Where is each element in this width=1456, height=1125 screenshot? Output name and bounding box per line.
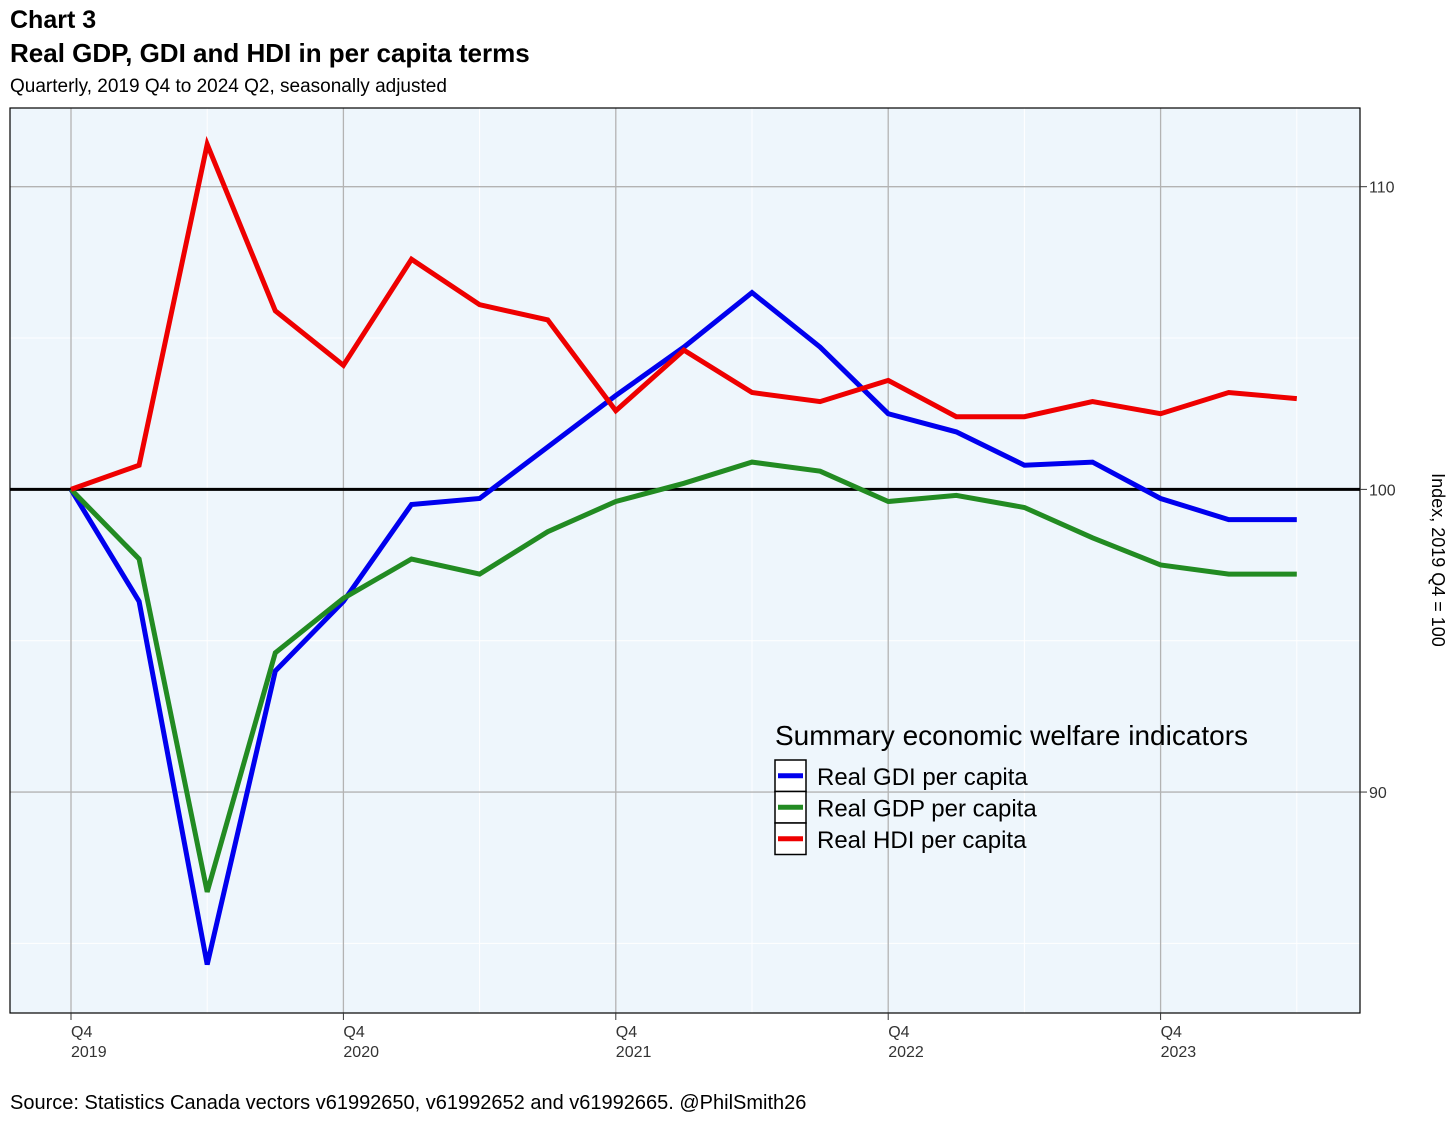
x-tick-label-quarter: Q4: [1161, 1024, 1182, 1041]
chart-number: Chart 3: [10, 6, 97, 34]
x-tick-label-quarter: Q4: [888, 1024, 909, 1041]
plot-border: [9, 107, 1361, 1014]
series-line: [68, 289, 1297, 966]
y-tick-label: 100: [1369, 482, 1396, 499]
x-tick-label-year: 2022: [888, 1044, 924, 1061]
legend-label: Real GDI per capita: [817, 764, 1028, 791]
series-real-gdp-per-capita: [69, 459, 1297, 893]
minor-gridlines: [10, 108, 1360, 1013]
x-tick-label-quarter: Q4: [343, 1024, 364, 1041]
x-tick-label-year: 2019: [71, 1044, 107, 1061]
legend-title: Summary economic welfare indicators: [775, 720, 1248, 751]
x-tick-label-year: 2021: [616, 1044, 652, 1061]
series-real-hdi-per-capita: [70, 135, 1298, 492]
x-axis-ticks: Q4 2019 Q4 2020 Q4 2021 Q4 2022 Q4 2023: [70, 1013, 1197, 1061]
legend: Summary economic welfare indicators Real…: [774, 720, 1248, 856]
y-axis-ticks: 90 100 110: [1360, 180, 1396, 802]
y-tick-label: 90: [1369, 785, 1387, 802]
chart-title: Real GDP, GDI and HDI in per capita term…: [10, 38, 530, 68]
y-tick-label: 110: [1369, 180, 1395, 197]
x-tick-label-quarter: Q4: [616, 1024, 637, 1041]
source-note: Source: Statistics Canada vectors v61992…: [10, 1092, 807, 1114]
legend-label: Real HDI per capita: [817, 827, 1027, 854]
x-tick-label-year: 2023: [1161, 1044, 1197, 1061]
y-axis-label: Index, 2019 Q4 = 100: [1428, 473, 1448, 647]
plot-panel: [10, 108, 1360, 1013]
x-tick-label-year: 2020: [343, 1044, 379, 1061]
series-real-gdi-per-capita: [68, 289, 1297, 966]
series-lines: [68, 135, 1298, 966]
x-tick-label-quarter: Q4: [71, 1024, 92, 1041]
chart-subtitle: Quarterly, 2019 Q4 to 2024 Q2, seasonall…: [10, 76, 447, 97]
legend-label: Real GDP per capita: [817, 795, 1037, 822]
legend-items: Real GDI per capita Real GDP per capita Re…: [774, 759, 1037, 856]
